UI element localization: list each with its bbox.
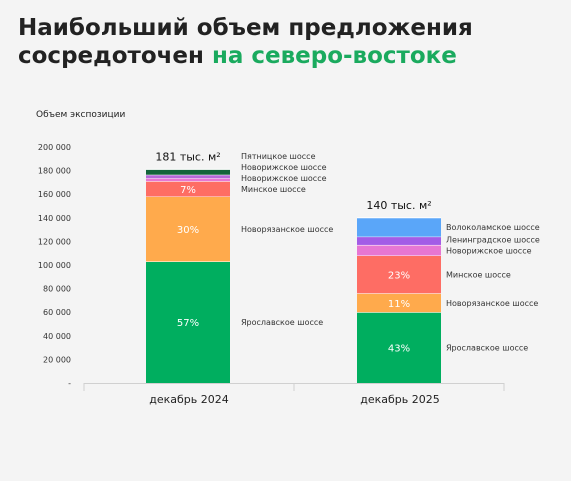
- y-tick-label: 160 000: [38, 190, 71, 199]
- segment-name-label: Минское шоссе: [241, 185, 306, 194]
- y-tick-layer: - 20 000 40 000 60 000 80 000 100 000 120 000 1…: [38, 143, 71, 388]
- bar-segment: [357, 217, 441, 237]
- title-line-2: сосредоточен на северо-востоке: [18, 42, 558, 70]
- bar-segment: [357, 236, 441, 245]
- bar-segment: [357, 244, 441, 256]
- segment-name-label: Новорязанское шоссе: [241, 225, 333, 234]
- y-tick-label: 80 000: [43, 285, 71, 294]
- bar-segment: [146, 178, 230, 182]
- bar-segment: [146, 174, 230, 179]
- y-tick-label: 20 000: [43, 355, 71, 364]
- segment-name-label: Ярославское шоссе: [446, 344, 528, 353]
- segment-name-label: Ярославское шоссе: [241, 318, 323, 327]
- bar-segment: [357, 255, 441, 294]
- segment-percent-label: 43%: [388, 344, 410, 355]
- y-tick-label: 200 000: [38, 143, 71, 152]
- bar-total-label: 140 тыс. м²: [366, 199, 431, 212]
- bar-segment: [357, 293, 441, 313]
- segment-name-label: Новорижское шоссе: [241, 163, 327, 172]
- segment-name-label: Новорижское шоссе: [446, 246, 532, 255]
- bar-layer: [146, 168, 441, 383]
- label-layer: декабрь 2024 декабрь 2025 57% 30% 7% Ярославс…: [149, 150, 540, 406]
- segment-percent-label: 30%: [177, 225, 199, 236]
- segment-name-label: Волоколамское шоссе: [446, 223, 540, 232]
- title-line-1: Наибольший объем предложения: [18, 15, 473, 41]
- x-category-label: декабрь 2025: [360, 393, 440, 406]
- title-line-2-accent: на северо-востоке: [211, 43, 457, 69]
- y-axis-label: Объем экспозиции: [36, 110, 126, 120]
- y-tick-label: 60 000: [43, 308, 71, 317]
- segment-name-label: Пятницкое шоссе: [241, 152, 316, 161]
- bar-total-label: 181 тыс. м²: [155, 150, 220, 163]
- y-tick-label: 180 000: [38, 167, 71, 176]
- segment-percent-label: 23%: [388, 270, 410, 281]
- y-tick-label: -: [68, 379, 71, 388]
- y-tick-label: 100 000: [38, 261, 71, 270]
- bar-segment: [146, 261, 230, 383]
- bar-segment: [357, 312, 441, 383]
- bar-segment: [146, 196, 230, 262]
- segment-percent-label: 11%: [388, 299, 410, 310]
- title-line-2-plain: сосредоточен: [18, 43, 212, 69]
- bar-segment: [146, 169, 230, 175]
- y-tick-label: 40 000: [43, 332, 71, 341]
- segment-name-label: Новорижское шоссе: [241, 174, 327, 183]
- x-category-label: декабрь 2024: [149, 393, 229, 406]
- segment-percent-label: 7%: [180, 185, 196, 196]
- y-tick-label: 140 000: [38, 214, 71, 223]
- chart-title: Наибольший объем предложения сосредоточе…: [18, 14, 558, 70]
- y-tick-label: 120 000: [38, 237, 71, 246]
- segment-percent-label: 57%: [177, 318, 199, 329]
- chart-baseline-layer: [83, 383, 505, 391]
- bar-segment: [146, 181, 230, 197]
- segment-name-label: Новорязанское шоссе: [446, 299, 538, 308]
- segment-name-label: Ленинградское шоссе: [446, 235, 540, 244]
- segment-name-label: Минское шоссе: [446, 270, 511, 279]
